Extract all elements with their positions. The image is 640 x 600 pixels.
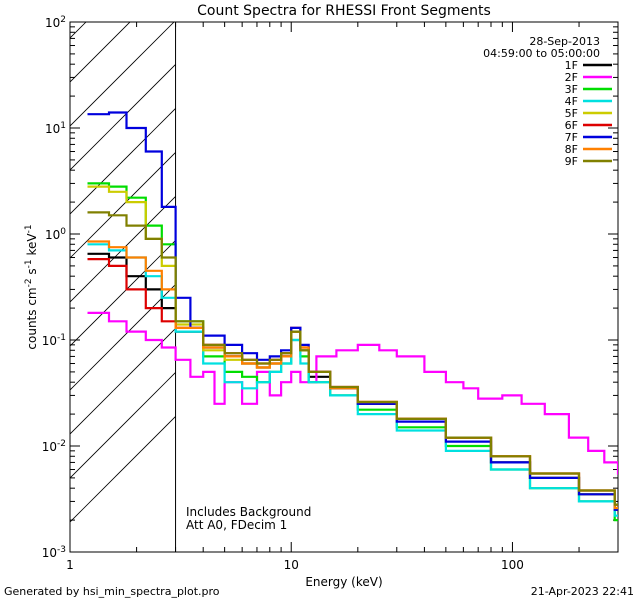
hatch-line: [70, 22, 131, 83]
hatched-region: [70, 22, 176, 523]
legend-label-7F: 7F: [565, 131, 578, 144]
hatch-line: [70, 283, 176, 391]
x-axis-label: Energy (keV): [305, 575, 382, 589]
hatch-line: [70, 22, 175, 127]
legend-label-9F: 9F: [565, 155, 578, 168]
axis-ticks: [69, 21, 619, 553]
y-tick-label: 10-1: [42, 333, 66, 348]
hatch-line: [70, 63, 176, 171]
y-tick-base: 10: [42, 440, 57, 454]
y-tick-base: 10: [45, 228, 60, 242]
series-8F: [87, 240, 618, 510]
hatch-line: [70, 371, 176, 479]
series-2F: [87, 311, 618, 475]
y-tick-label: 100: [45, 227, 66, 242]
hatch-line: [70, 151, 176, 259]
series-6F: [87, 258, 618, 506]
x-tick-label: 10: [284, 558, 299, 572]
y-tick-exponent: 0: [60, 227, 66, 237]
y-tick-exponent: 1: [60, 121, 66, 131]
hatch-line: [70, 327, 176, 435]
y-label-exp-1: -2: [24, 278, 34, 287]
legend-label-4F: 4F: [565, 95, 578, 108]
y-tick-label: 102: [45, 15, 66, 30]
date-text: 28-Sep-2013: [529, 35, 600, 48]
legend-label-5F: 5F: [565, 107, 578, 120]
y-label-exp-2: -1: [24, 259, 34, 268]
y-tick-exponent: -2: [57, 439, 66, 449]
hatch-line: [70, 22, 87, 39]
series-9F: [87, 211, 618, 506]
series-lines: [87, 111, 618, 522]
annotation-attenuator: Att A0, FDecim 1: [186, 518, 287, 532]
y-tick-label: 10-2: [42, 439, 66, 454]
y-label-part-1: counts cm: [25, 287, 39, 349]
x-tick-label: 100: [501, 558, 524, 572]
hatch-line: [70, 239, 176, 347]
y-tick-label: 101: [45, 121, 66, 136]
x-tick-labels: 1 10 100: [66, 558, 524, 572]
hatch-line: [70, 107, 176, 215]
y-tick-label: 10-3: [42, 545, 66, 560]
legend-label-8F: 8F: [565, 143, 578, 156]
y-tick-exponent: 2: [60, 15, 66, 25]
annotation-background: Includes Background: [186, 505, 311, 519]
legend-label-2F: 2F: [565, 71, 578, 84]
plot-frame: [69, 21, 619, 553]
legend-label-3F: 3F: [565, 83, 578, 96]
footer-timestamp: 21-Apr-2023 22:41: [531, 585, 634, 598]
legend-label-6F: 6F: [565, 119, 578, 132]
series-3F: [87, 182, 618, 522]
hatch-line: [70, 415, 176, 523]
series-7F: [87, 111, 618, 511]
chart-title: Count Spectra for RHESSI Front Segments: [197, 3, 491, 19]
series-5F: [87, 185, 618, 506]
series-1F: [87, 252, 618, 511]
y-label-part-2: s: [25, 268, 39, 278]
y-tick-base: 10: [42, 546, 57, 560]
y-tick-base: 10: [45, 16, 60, 30]
series-4F: [87, 243, 618, 517]
y-tick-base: 10: [42, 334, 57, 348]
y-tick-exponent: -3: [57, 545, 66, 555]
footer-generated-by: Generated by hsi_min_spectra_plot.pro: [4, 585, 220, 598]
y-label-part-3: keV: [25, 233, 39, 260]
x-tick-label: 1: [66, 558, 74, 572]
y-tick-base: 10: [45, 122, 60, 136]
y-label-exp-3: -1: [24, 224, 34, 233]
y-tick-exponent: -1: [57, 333, 66, 343]
time-range-text: 04:59:00 to 05:00:00: [483, 47, 600, 60]
legend-label-1F: 1F: [565, 59, 578, 72]
y-axis-label: counts cm-2 s-1 keV-1: [24, 224, 39, 349]
